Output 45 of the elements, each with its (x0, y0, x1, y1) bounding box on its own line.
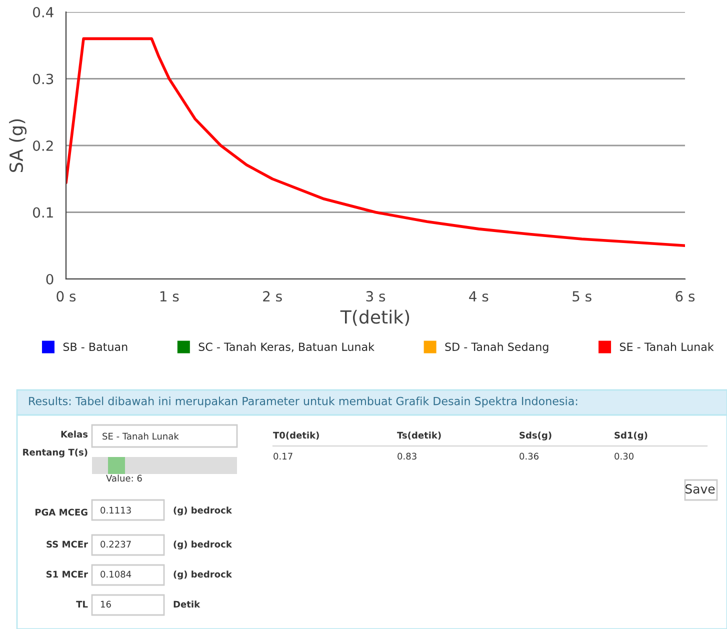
text: 16 (100, 600, 111, 608)
text: Results: Tabel dibawah ini merupakan Parameter untuk membuat Grafik Desain Spektra Indonesia: (29, 396, 578, 408)
y-tick-label: 0.2 (33, 140, 53, 151)
x-tick-label: 3 s (366, 291, 386, 302)
text: 0.30 (614, 452, 634, 460)
x-tick-label: 0 s (56, 291, 76, 302)
text: Save (685, 484, 715, 494)
text: 0.36 (520, 452, 539, 460)
text: Value: 6 (106, 474, 142, 482)
text: 0.1084 (100, 570, 132, 578)
text: TL (76, 600, 88, 608)
text: Kelas (61, 430, 88, 438)
y-tick-label: 0.3 (33, 74, 54, 84)
text: (g) bedrock (174, 540, 232, 550)
x-tick-label: 1 s (160, 291, 179, 302)
text: Detik (174, 600, 200, 608)
y-tick-label: 0 (46, 274, 54, 284)
text: Ts(detik) (397, 432, 441, 440)
text: (g) bedrock (174, 570, 232, 580)
text: 0.83 (398, 452, 416, 460)
legend-label: SB - Batuan (63, 342, 128, 351)
text: T0(detik) (273, 432, 319, 440)
x-tick-label: 4 s (469, 291, 488, 302)
y-tick-label: 0.1 (33, 207, 53, 218)
text: PGA MCEG (35, 508, 88, 516)
x-tick-label: 2 s (263, 291, 282, 302)
x-axis-title: T(detik) (340, 310, 410, 326)
text: 0.2237 (100, 540, 131, 548)
y-tick-label: 0.4 (33, 6, 54, 18)
line-series (66, 37, 685, 248)
text: SE - Tanah Lunak (102, 432, 179, 440)
y-axis-title: SA (g) (9, 119, 27, 172)
text: Rentang T(s) (23, 448, 88, 458)
text: S1 MCEr (46, 570, 88, 578)
text: 0.1113 (100, 506, 131, 514)
text: SS MCEr (46, 540, 88, 548)
text: (g) bedrock (174, 506, 232, 516)
text: 0.17 (274, 452, 292, 460)
text: Sd1(g) (614, 432, 648, 440)
legend-label: SC - Tanah Keras, Batuan Lunak (198, 342, 374, 352)
legend-label: SE - Tanah Lunak (620, 342, 714, 351)
legend-label: SD - Tanah Sedang (445, 342, 548, 354)
text: Sds(g) (520, 432, 552, 440)
x-tick-label: 6 s (676, 291, 695, 302)
x-tick-label: 5 s (572, 291, 592, 302)
